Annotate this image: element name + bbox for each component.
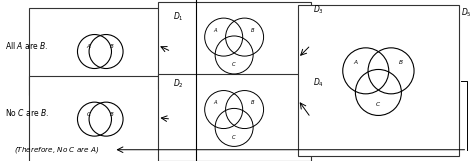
Text: $C$: $C$ [86, 110, 91, 118]
Bar [158, 74, 311, 161]
Bar [29, 76, 171, 161]
Text: $C$: $C$ [376, 99, 381, 108]
Text: $C$: $C$ [231, 60, 237, 68]
Bar [298, 5, 459, 156]
Text: $D_5$: $D_5$ [461, 7, 472, 19]
Bar [29, 8, 171, 95]
Text: All $A$ are $B$.: All $A$ are $B$. [5, 40, 48, 51]
Text: $B$: $B$ [109, 42, 115, 50]
Text: $A$: $A$ [213, 25, 219, 33]
Text: $B$: $B$ [250, 98, 255, 106]
Text: $D_1$: $D_1$ [173, 10, 184, 23]
Text: No $C$ are $B$.: No $C$ are $B$. [5, 107, 49, 118]
Bar [158, 2, 311, 89]
Text: $A$: $A$ [86, 42, 91, 50]
Text: $B$: $B$ [109, 110, 115, 118]
Text: $D_4$: $D_4$ [313, 76, 324, 89]
Text: $D_3$: $D_3$ [313, 4, 324, 16]
Text: $A$: $A$ [353, 58, 359, 66]
Text: $D_2$: $D_2$ [173, 78, 184, 90]
Text: $A$: $A$ [213, 98, 219, 106]
Text: (Therefore, No $C$ are $A$): (Therefore, No $C$ are $A$) [14, 145, 100, 155]
Text: $B$: $B$ [250, 25, 255, 33]
Text: $B$: $B$ [398, 58, 403, 66]
Text: $C$: $C$ [231, 133, 237, 141]
